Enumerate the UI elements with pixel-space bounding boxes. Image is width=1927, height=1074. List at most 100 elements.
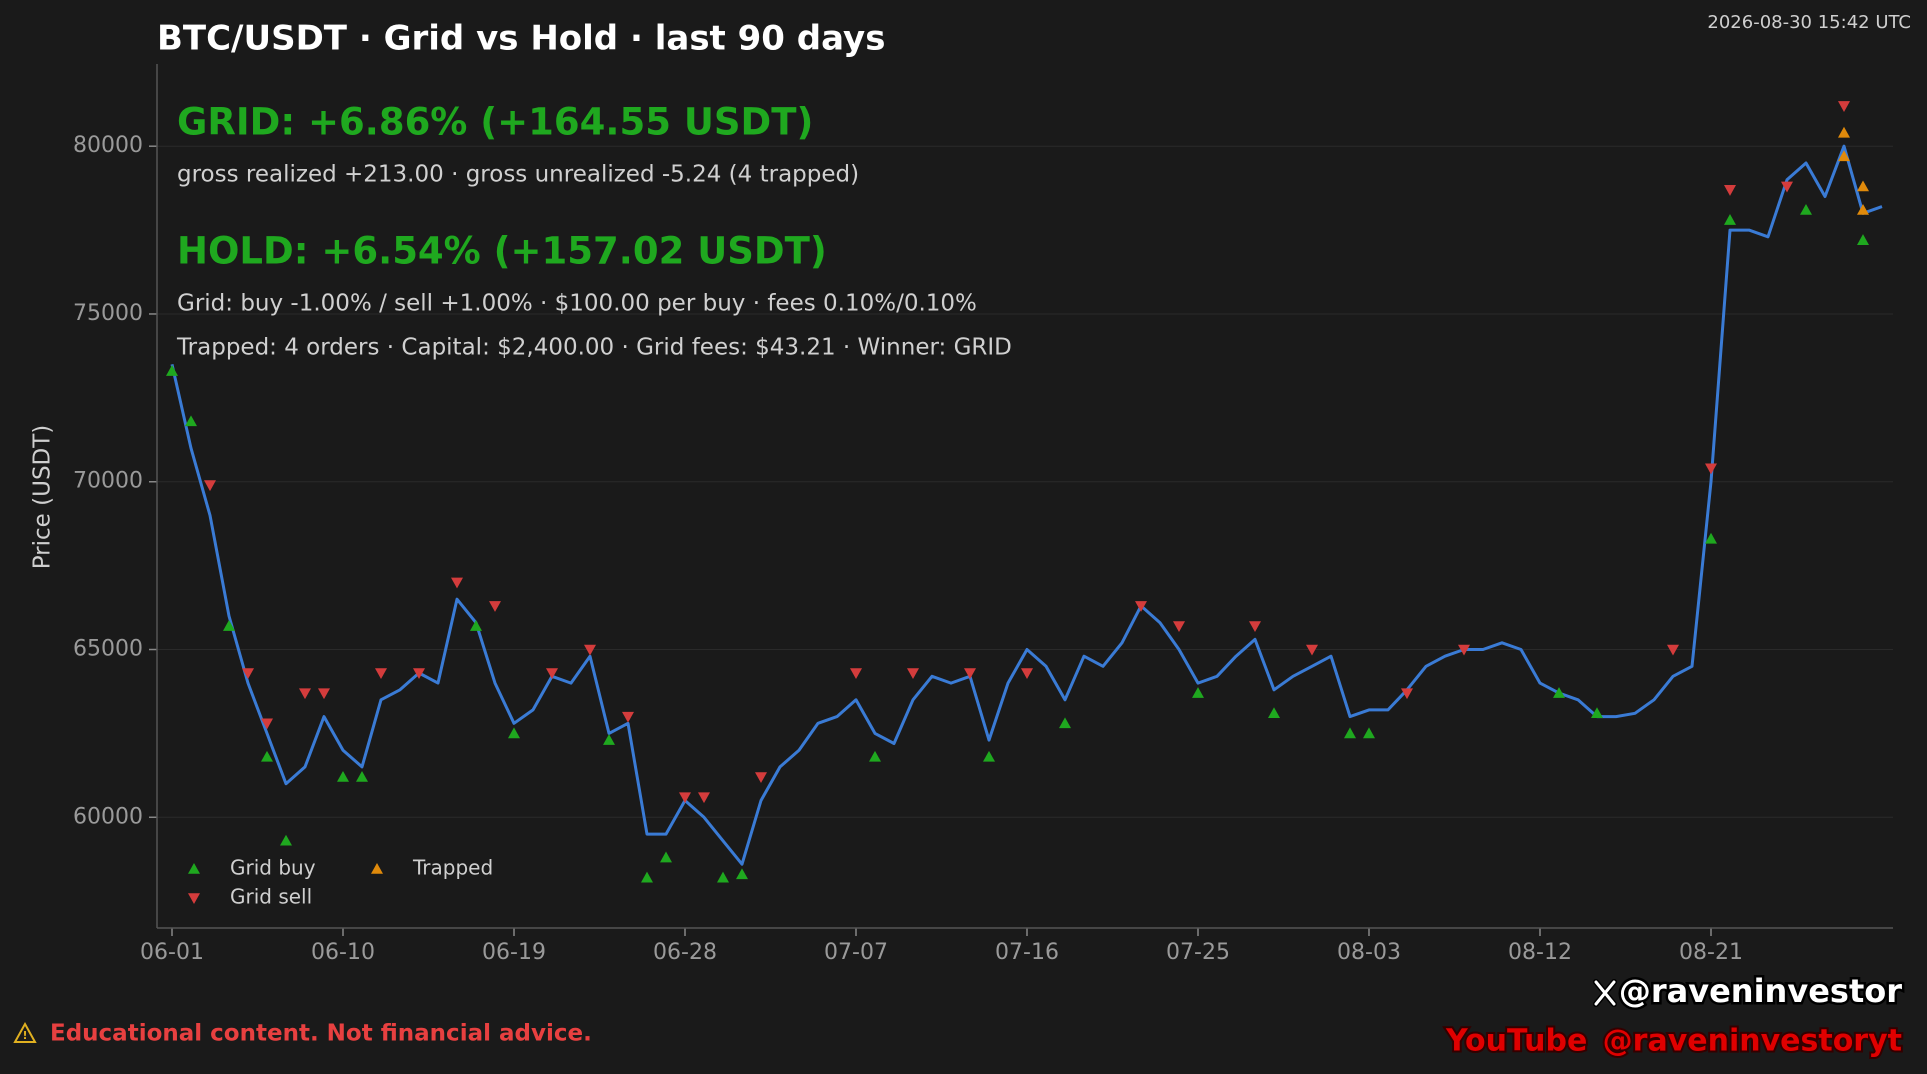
warning-mark: ! <box>22 1029 27 1042</box>
legend-label: Trapped <box>412 856 493 880</box>
trade-marker <box>660 851 672 863</box>
legend-label: Grid buy <box>230 856 316 880</box>
trade-marker <box>451 577 463 589</box>
trade-marker <box>1838 126 1850 138</box>
trade-marker <box>1838 150 1850 162</box>
annotation: GRID: +6.86% (+164.55 USDT) <box>177 101 813 144</box>
trade-marker <box>717 871 729 883</box>
trade-marker <box>318 688 330 700</box>
trade-marker <box>869 750 881 762</box>
trade-marker <box>698 792 710 804</box>
trade-marker <box>280 834 292 846</box>
annotation: Grid: buy -1.00% / sell +1.00% · $100.00… <box>177 291 977 317</box>
trade-marker <box>755 772 767 784</box>
trade-marker <box>1268 707 1280 719</box>
legend-marker <box>188 863 200 874</box>
annotation: Trapped: 4 orders · Capital: $2,400.00 ·… <box>176 335 1012 361</box>
timestamp: 2026-08-30 15:42 UTC <box>1707 12 1911 33</box>
trade-marker <box>337 771 349 782</box>
trade-marker <box>1363 727 1375 739</box>
trade-marker <box>679 792 691 804</box>
trade-marker <box>375 668 387 679</box>
annotation: HOLD: +6.54% (+157.02 USDT) <box>177 230 827 273</box>
legend-marker <box>371 863 383 874</box>
x-tick-label: 06-28 <box>653 940 717 965</box>
trade-marker <box>603 734 615 745</box>
trade-marker <box>736 868 748 880</box>
trade-marker <box>983 750 995 762</box>
trade-marker <box>261 718 273 730</box>
trade-marker <box>1838 101 1850 112</box>
annotation: gross realized +213.00 · gross unrealize… <box>177 162 859 188</box>
y-tick-label: 65000 <box>73 637 143 662</box>
trade-marker <box>470 620 482 631</box>
trade-marker <box>1344 727 1356 739</box>
youtube-label: YouTube <box>1445 1024 1587 1059</box>
trade-marker <box>242 668 254 679</box>
trade-marker <box>907 668 919 679</box>
legend-marker <box>188 893 200 904</box>
trade-marker <box>1553 687 1565 698</box>
trade-marker <box>166 365 178 376</box>
trade-marker <box>223 620 235 631</box>
trade-marker <box>413 668 425 679</box>
trade-marker <box>546 668 558 679</box>
x-tick-label: 06-19 <box>482 940 546 965</box>
trade-marker <box>850 668 862 679</box>
y-tick-label: 80000 <box>73 133 143 158</box>
y-tick-label: 60000 <box>73 804 143 829</box>
trade-marker <box>1059 717 1071 729</box>
trade-marker <box>508 727 520 739</box>
x-tick-label: 07-16 <box>995 940 1059 965</box>
trade-marker <box>1306 644 1318 656</box>
x-tick-label: 07-25 <box>1166 940 1230 965</box>
y-axis-label: Price (USDT) <box>30 425 56 570</box>
trade-marker <box>185 415 197 427</box>
x-handle: @raveninvestor <box>1619 972 1902 1010</box>
trade-marker <box>261 750 273 762</box>
warning-icon <box>13 1021 37 1043</box>
trade-marker <box>1857 180 1869 192</box>
trade-marker <box>641 871 653 883</box>
trade-marker <box>1724 185 1736 196</box>
x-tick-label: 08-03 <box>1337 940 1401 965</box>
trade-marker <box>1192 687 1204 698</box>
y-tick-label: 75000 <box>73 301 143 326</box>
trade-marker <box>299 688 311 700</box>
trade-marker <box>1705 463 1717 475</box>
trade-marker <box>356 771 368 782</box>
chart-title: BTC/USDT · Grid vs Hold · last 90 days <box>157 19 885 59</box>
trade-marker <box>1021 668 1033 679</box>
x-tick-label: 08-12 <box>1508 940 1572 965</box>
trade-marker <box>1705 532 1717 544</box>
x-tick-label: 07-07 <box>824 940 888 965</box>
trade-marker <box>1135 601 1147 612</box>
disclaimer: Educational content. Not financial advic… <box>50 1021 592 1047</box>
trade-marker <box>1724 214 1736 225</box>
trade-marker <box>204 480 216 492</box>
trade-marker <box>1591 707 1603 719</box>
trade-marker <box>622 711 634 723</box>
trade-marker <box>1781 181 1793 193</box>
youtube-handle: @raveninvestoryt <box>1603 1024 1902 1059</box>
x-tick-label: 06-10 <box>311 940 375 965</box>
trade-marker <box>1857 234 1869 245</box>
trade-marker <box>1173 621 1185 633</box>
y-tick-label: 70000 <box>73 469 143 494</box>
trade-marker <box>1667 644 1679 656</box>
trade-marker <box>1249 621 1261 633</box>
trade-marker <box>964 668 976 679</box>
trade-marker <box>489 601 501 612</box>
x-logo-inner <box>1594 980 1616 1006</box>
trade-marker <box>1857 203 1869 215</box>
legend-label: Grid sell <box>230 885 312 909</box>
trade-marker <box>1401 688 1413 700</box>
x-tick-label: 06-01 <box>140 940 204 965</box>
x-tick-label: 08-21 <box>1679 940 1743 965</box>
trade-marker <box>1800 203 1812 215</box>
trade-marker <box>584 644 596 656</box>
trade-marker <box>1458 644 1470 656</box>
